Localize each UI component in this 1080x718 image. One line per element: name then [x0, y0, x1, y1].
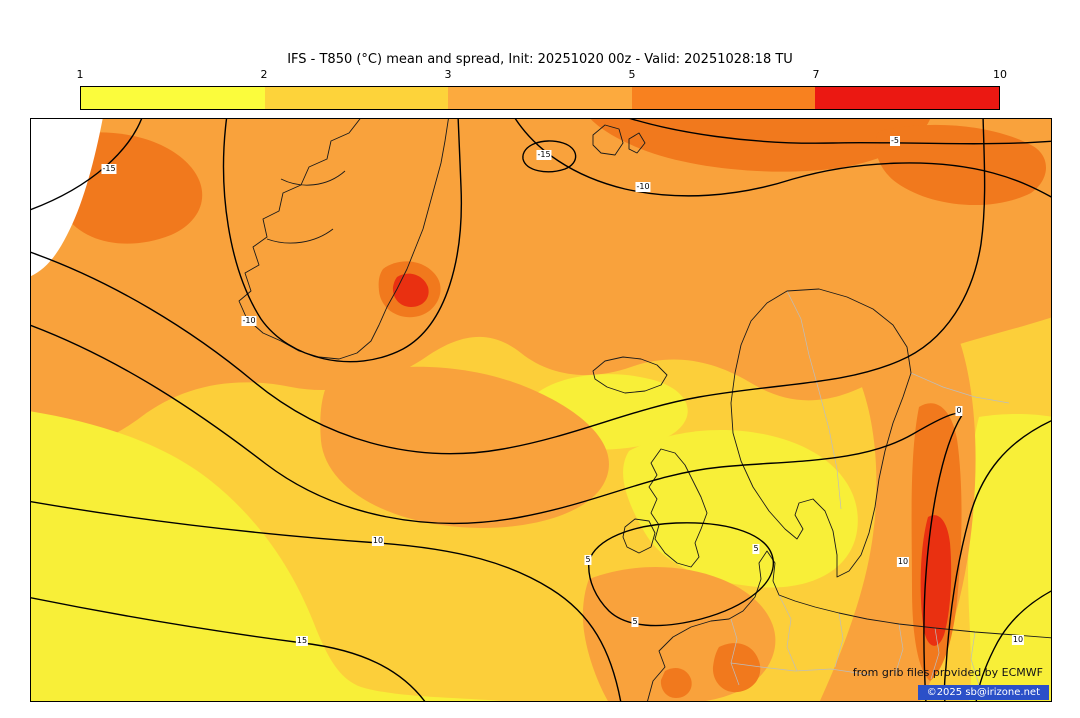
colorbar-tick-label: 3 — [444, 68, 452, 81]
spread-fill-yellow-east-strip — [968, 414, 1051, 701]
map-canvas: -15 -10 -15 -10 -5 0 5 5 5 10 10 10 15 from grib fil… — [30, 118, 1052, 702]
coastline-svalbard — [592, 124, 646, 156]
coastline-ireland — [622, 518, 656, 554]
colorbar-segment-2 — [264, 87, 449, 109]
contour-line-five-ring — [588, 522, 774, 627]
contour-line-minus5-main — [31, 119, 986, 455]
coastline-europe — [647, 550, 1051, 701]
colorbar-tick-label: 7 — [812, 68, 820, 81]
contour-line-minus10-north — [514, 119, 1051, 198]
spread-fill-red-greenland — [392, 273, 429, 307]
colorbar-tick-label: 2 — [260, 68, 268, 81]
spread-fill-dark-balkans-2 — [660, 667, 692, 698]
colorbar-ticks: 1 2 3 5 7 10 — [76, 68, 1008, 82]
colorbar-segment-3 — [448, 87, 632, 109]
spread-fill-yellow-southwest — [31, 411, 502, 701]
credits-text: from grib files provided by ECMWF — [852, 666, 1043, 679]
colorbar-tick-label: 10 — [993, 68, 1007, 81]
weather-map-svg — [31, 119, 1051, 701]
mean-contour-lines — [31, 119, 1051, 701]
colorbar-tick-label: 5 — [628, 68, 636, 81]
coastline-greenland — [238, 119, 449, 360]
colorbar-segment-5 — [815, 87, 999, 109]
spread-fill-yellow-central-europe — [623, 429, 858, 588]
page-title: IFS - T850 (°C) mean and spread, Init: 2… — [287, 52, 793, 67]
spread-fill-orange-mid-atlantic — [320, 366, 609, 528]
contour-line-zero-trough — [31, 324, 963, 701]
coastline-iceland — [592, 356, 668, 394]
contour-line-minus5-north — [629, 119, 1051, 145]
coastline-greenland-detail — [266, 170, 346, 244]
country-borders — [730, 290, 1010, 686]
contour-line-minus10-greenland — [222, 119, 463, 363]
colorbar-segment-1 — [81, 87, 265, 109]
spread-fill-dark-north-center — [590, 119, 931, 172]
coastline-scandinavia — [730, 288, 912, 578]
spread-fill-dark-northeast — [875, 124, 1046, 206]
coastlines — [238, 119, 1051, 701]
contour-line-minus15-arctic-loop — [522, 140, 577, 173]
credit-badge: ©2025 sb@irizone.net — [917, 685, 1049, 700]
contour-line-ten-southwest — [31, 500, 622, 701]
colorbar — [80, 86, 1000, 110]
spread-fill-white-corner — [31, 119, 103, 277]
colorbar-segment-4 — [631, 87, 816, 109]
spread-fill-dark-balkans-1 — [712, 643, 761, 693]
contour-line-fifteen-southwest — [31, 597, 426, 701]
coastline-britain — [648, 448, 708, 568]
colorbar-tick-label: 1 — [76, 68, 84, 81]
contour-line-five-east — [943, 420, 1051, 701]
spread-fill-orange-north — [31, 119, 1051, 454]
